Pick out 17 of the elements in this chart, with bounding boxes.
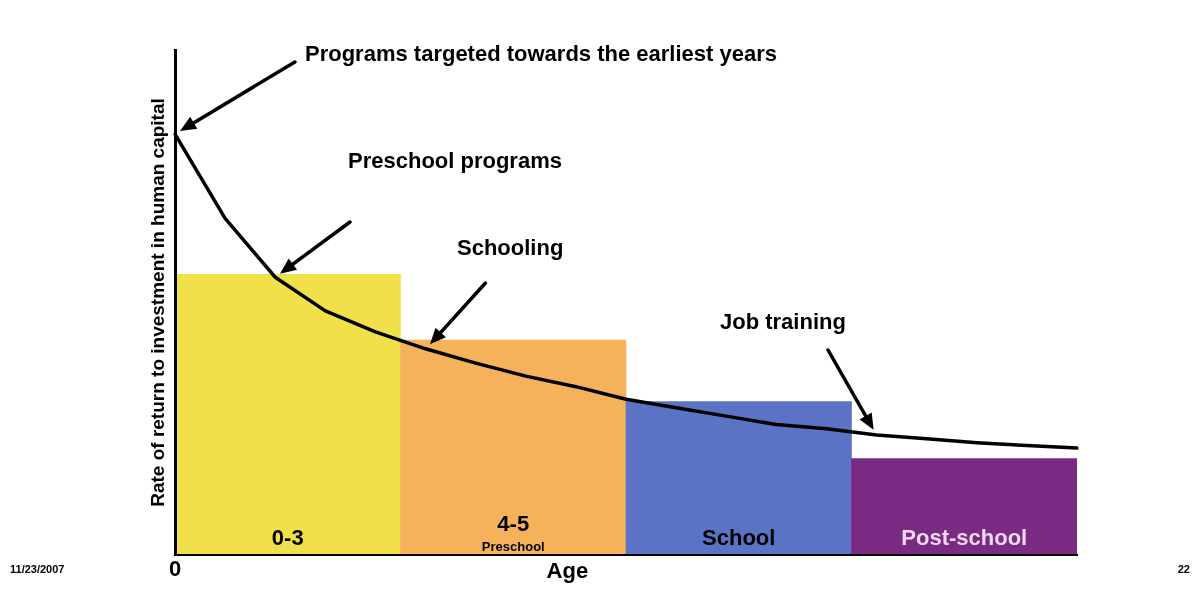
text: 11/23/2007 — [10, 562, 65, 575]
text: Programs targeted towards the earliest years — [305, 41, 777, 67]
text: 0 — [168, 556, 182, 582]
bar — [851, 458, 1077, 555]
text: 22 — [1177, 562, 1190, 575]
bar — [625, 401, 852, 555]
annotation: Preschool programs — [348, 148, 562, 174]
bar — [400, 339, 627, 555]
x-tick-label: Post-school — [901, 525, 1028, 550]
annotation: Job training — [720, 309, 846, 335]
y-axis-title: Rate of return to investment in human capital — [147, 98, 169, 507]
x-tick-label: 4-5 Preschool — [481, 511, 545, 554]
annotation: Schooling — [457, 235, 564, 261]
x-tick-label: 0-3 — [271, 525, 304, 550]
bar — [175, 274, 401, 555]
x-tick-label: School — [702, 525, 776, 550]
x-axis-title: Age — [546, 558, 589, 584]
